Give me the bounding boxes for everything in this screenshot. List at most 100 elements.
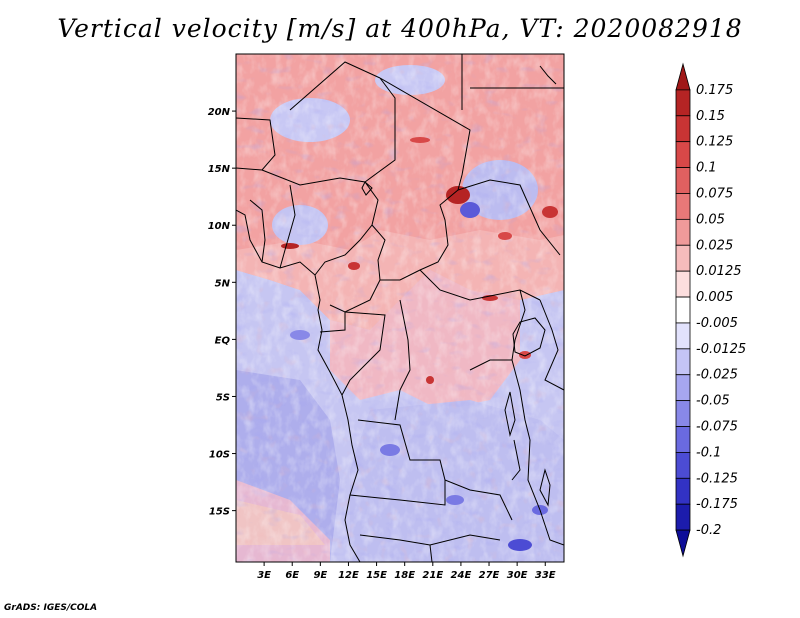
lon-tick-label: 21E xyxy=(422,570,443,581)
border-chad xyxy=(371,174,463,281)
lon-tick-label: 33E xyxy=(535,570,556,581)
downdraft-cell xyxy=(380,444,400,456)
colorbar-segment xyxy=(675,141,691,168)
colorbar-label: -0.025 xyxy=(696,368,738,383)
lakes xyxy=(361,181,551,507)
colorbar-segment xyxy=(675,348,691,376)
lat-tick-label: 15N xyxy=(208,164,231,175)
lon-tick-label: 12E xyxy=(338,570,359,581)
colorbar-label: -0.125 xyxy=(696,471,738,486)
colorbar-segment xyxy=(675,452,691,479)
downdraft-cell xyxy=(508,539,532,551)
colorbar-label: 0.0125 xyxy=(696,264,742,279)
grads-credit: GrADS: IGES/COLA xyxy=(4,603,98,613)
lat-tick-label: 5S xyxy=(216,392,230,403)
lake-chad xyxy=(361,181,373,196)
border-east-rift xyxy=(511,289,564,546)
colorbar-segment xyxy=(675,115,691,143)
updraft-cell xyxy=(446,186,470,204)
downdraft-cell xyxy=(290,330,310,340)
colorbar-label: -0.05 xyxy=(696,394,730,409)
colorbar: 0.175 0.15 0.125 0.1 0.075 0.05 0.025 0.0125 0.0… xyxy=(675,62,746,558)
lat-tick-label: 10S xyxy=(209,450,230,461)
border-eq-guinea xyxy=(319,312,346,333)
border-uganda-kenya xyxy=(539,299,564,391)
updraft-cell xyxy=(281,243,299,249)
lon-tick-label: 27E xyxy=(479,570,500,581)
border-tanzania xyxy=(511,439,521,481)
border-benin xyxy=(279,184,296,269)
border-angola-zambia xyxy=(349,480,446,506)
border-algeria-niger xyxy=(289,61,381,111)
colorbar-label: -0.2 xyxy=(696,523,721,538)
country-borders xyxy=(236,54,564,562)
border-niger-chad-north xyxy=(364,77,396,183)
colorbar-segment xyxy=(675,244,691,272)
updraft-cell xyxy=(519,351,531,359)
lake-malawi xyxy=(539,468,551,507)
vertical-velocity-field xyxy=(236,54,564,562)
colorbar-label: 0.175 xyxy=(696,83,733,98)
border-drc-west xyxy=(394,299,411,421)
colorbar-segment xyxy=(675,400,691,427)
colorbar-label: -0.005 xyxy=(696,316,738,331)
colorbar-segment xyxy=(675,374,691,402)
lat-tick-label: 5N xyxy=(215,278,231,289)
lon-tick-label: 15E xyxy=(366,570,387,581)
coastline-red-sea xyxy=(539,65,557,85)
border-sudan xyxy=(457,179,561,256)
colorbar-segment xyxy=(675,426,691,453)
colorbar-segment xyxy=(675,218,691,246)
longitude-axis: 3E 6E 9E 12E 15E 18E 21E 24E 27E 30E 33E xyxy=(257,562,556,581)
lat-tick-label: 15S xyxy=(209,507,230,518)
colorbar-top-arrow xyxy=(675,62,691,91)
border-car-south-sudan xyxy=(419,269,541,301)
updraft-cell xyxy=(348,262,360,270)
colorbar-label: 0.005 xyxy=(696,290,733,305)
border-cameroon xyxy=(329,279,381,313)
colorbar-segment xyxy=(675,296,691,324)
colorbar-segment xyxy=(675,270,691,298)
lon-tick-label: 6E xyxy=(285,570,299,581)
colorbar-label: 0.1 xyxy=(696,161,717,176)
map-title: Vertical velocity [m/s] at 400hPa, VT: 2… xyxy=(57,14,743,43)
lon-tick-label: 9E xyxy=(313,570,327,581)
lat-tick-label: 20N xyxy=(208,107,231,118)
colorbar-segment xyxy=(675,322,691,350)
updraft-cell xyxy=(542,206,558,218)
map-frame xyxy=(235,53,565,563)
colorbar-label: -0.1 xyxy=(696,445,721,460)
lon-tick-label: 30E xyxy=(507,570,528,581)
colorbar-bottom-arrow xyxy=(675,529,691,558)
colorbar-label: 0.05 xyxy=(696,212,725,227)
lat-tick-label: 10N xyxy=(208,221,231,232)
colorbar-segment xyxy=(675,503,691,531)
colorbar-label: 0.025 xyxy=(696,238,733,253)
lat-tick-label: EQ xyxy=(215,335,231,346)
border-libya-chad xyxy=(379,77,471,176)
colorbar-segment xyxy=(675,477,691,505)
colorbar-label: 0.075 xyxy=(696,186,733,201)
colorbar-label: -0.0125 xyxy=(696,342,746,357)
colorbar-segment xyxy=(675,193,691,220)
lon-tick-label: 18E xyxy=(394,570,415,581)
field-texture-red xyxy=(236,54,564,562)
lon-tick-label: 3E xyxy=(257,570,271,581)
updraft-cell xyxy=(426,376,434,384)
updraft-cell xyxy=(498,232,512,240)
colorbar-label: -0.175 xyxy=(696,497,738,512)
border-ghana xyxy=(249,199,266,263)
lake-victoria xyxy=(512,317,546,357)
colorbar-label: -0.075 xyxy=(696,420,738,435)
colorbar-label: 0.125 xyxy=(696,135,733,150)
border-congo xyxy=(341,311,386,396)
coastline-west xyxy=(236,209,361,562)
border-angola-drc xyxy=(357,419,513,521)
latitude-axis: 20N 15N 10N 5N EQ 5S 10S 15S xyxy=(208,107,236,518)
lon-tick-label: 24E xyxy=(451,570,472,581)
border-rwanda xyxy=(469,359,512,371)
border-mali xyxy=(236,117,276,171)
downdraft-cell xyxy=(446,495,464,505)
colorbar-label: 0.15 xyxy=(696,109,725,124)
